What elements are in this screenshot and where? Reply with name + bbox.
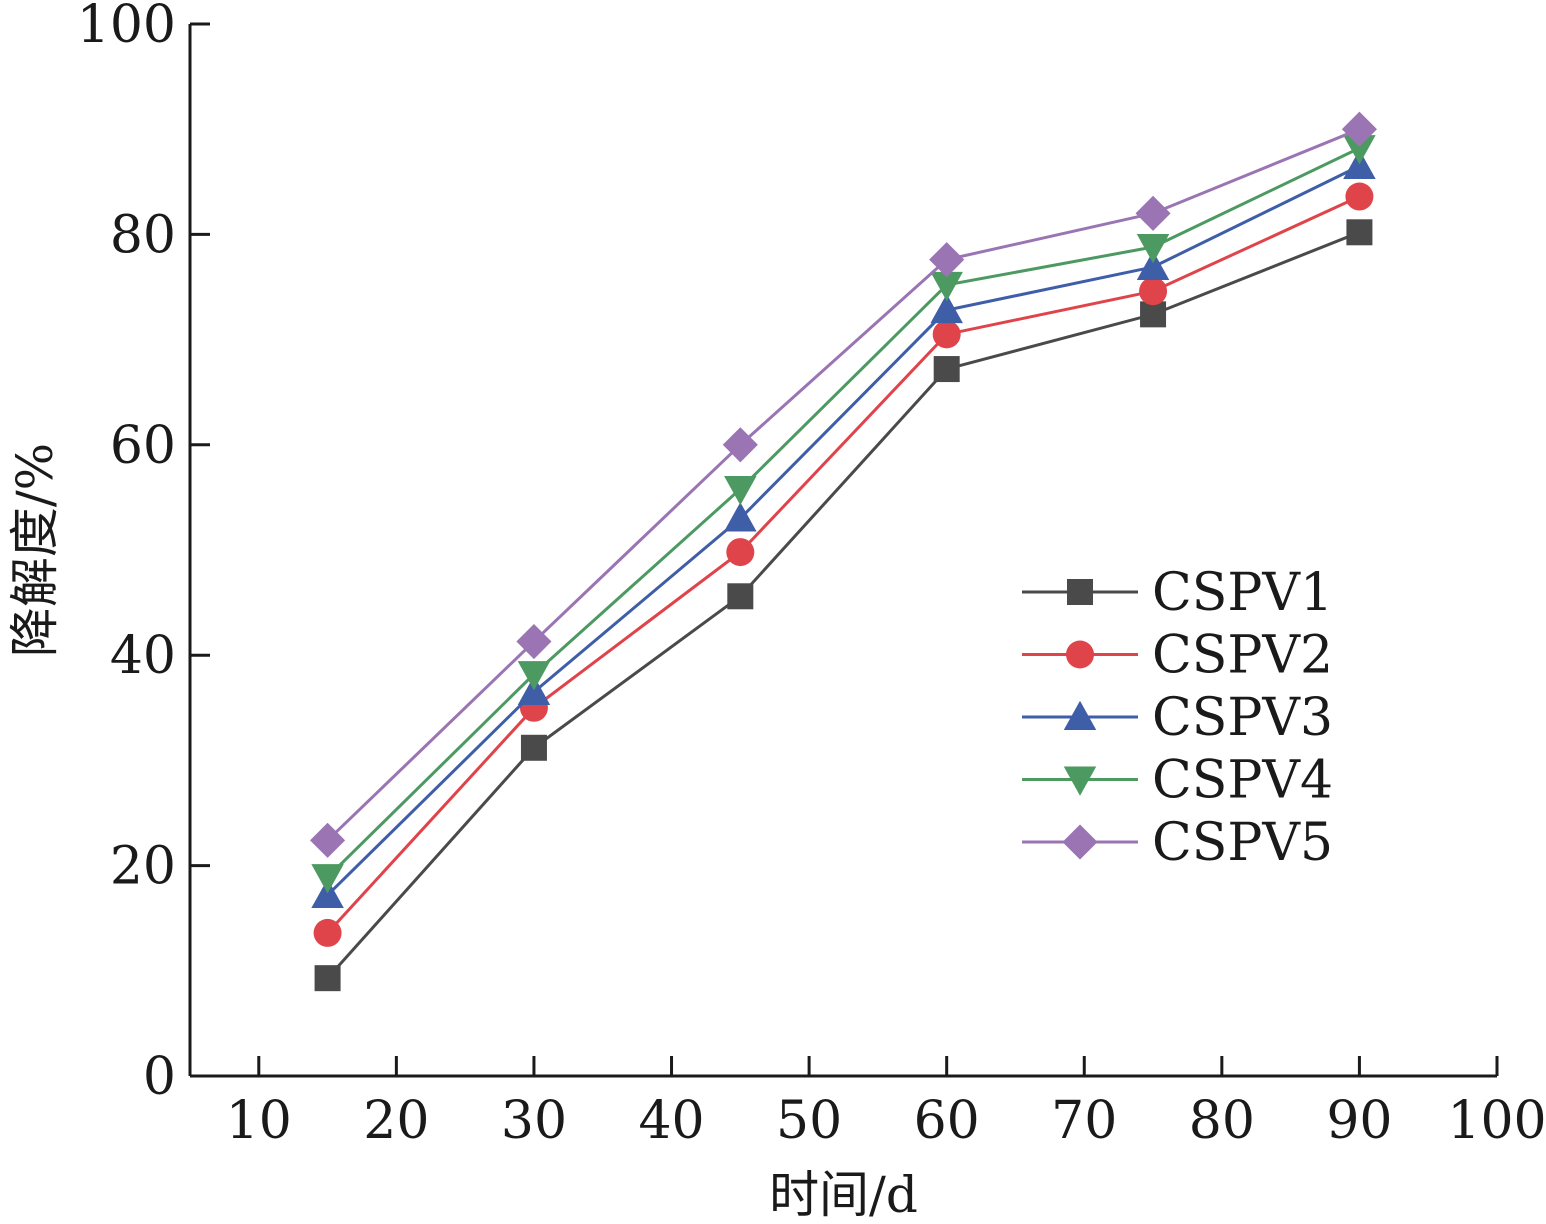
x-tick-label: 20 [363,1091,429,1151]
legend-item: CSPV2 [1022,626,1333,686]
data-point [933,356,960,383]
legend-item: CSPV5 [1022,813,1333,873]
data-point [311,864,344,894]
legend-label: CSPV5 [1152,813,1333,873]
y-tick-label: 100 [77,0,176,55]
legend-marker [1067,579,1093,605]
y-tick-label: 0 [143,1047,176,1107]
data-point [516,623,552,660]
legend-label: CSPV2 [1152,626,1333,686]
legend-marker [1063,766,1097,796]
y-tick-label: 20 [110,837,176,897]
data-point [520,734,547,761]
legend-label: CSPV3 [1152,688,1333,748]
series-3 [311,149,1376,909]
data-point [1135,195,1171,231]
legend-item: CSPV3 [1022,688,1333,748]
legend-label: CSPV1 [1152,563,1333,623]
x-axis-title: 时间/d [769,1166,918,1224]
series-5 [310,111,1377,858]
series-line [326,127,1360,842]
series-1 [314,219,1373,992]
data-point [929,242,965,278]
y-axis-title: 降解度/% [6,443,64,657]
data-point [1343,135,1376,165]
data-point [724,475,757,506]
data-point [1140,301,1167,328]
y-tick-label: 60 [110,416,176,476]
series-2 [313,182,1374,947]
data-point [1136,234,1170,264]
data-point [727,583,754,610]
x-tick-label: 40 [638,1091,704,1151]
y-tick-label: 40 [110,626,176,686]
x-tick-label: 80 [1189,1091,1255,1151]
data-point [1345,182,1374,211]
legend-marker [1063,700,1097,730]
series-line [326,195,1361,934]
data-point [517,675,551,706]
data-point [314,965,341,992]
data-point [930,271,963,302]
data-point [517,661,551,691]
y-axis-ticks: 0 20 40 60 80 100 [77,0,210,1107]
x-tick-label: 90 [1326,1091,1392,1151]
series-layer [310,111,1377,992]
data-point [726,538,755,567]
legend-item: CSPV1 [1022,563,1333,623]
data-point [722,427,758,463]
legend-item: CSPV4 [1022,751,1333,811]
x-tick-label: 30 [501,1091,567,1151]
x-tick-label: 10 [226,1091,292,1151]
x-tick-label: 70 [1051,1091,1117,1151]
data-point [930,293,963,324]
y-tick-label: 80 [110,205,176,265]
data-point [724,502,757,532]
series-line [326,164,1361,897]
legend-marker [1062,824,1098,860]
series-line [326,230,1360,980]
data-point [932,320,961,349]
legend-marker [1066,640,1094,669]
data-point [1139,277,1168,306]
data-point [310,822,346,858]
legend-label: CSPV4 [1152,751,1333,811]
data-point [1136,250,1170,281]
series-4 [311,135,1376,894]
x-tick-label: 50 [776,1091,842,1151]
x-axis-ticks: 10 20 30 40 50 60 70 80 90 100 [226,1056,1546,1151]
data-point [1341,111,1377,147]
data-point [1346,219,1373,246]
data-point [311,878,344,909]
series-line [326,146,1361,879]
data-point [313,918,342,947]
axes [188,24,1497,1078]
data-point [1343,149,1376,180]
x-tick-label: 100 [1447,1091,1546,1151]
x-tick-label: 60 [914,1091,980,1151]
